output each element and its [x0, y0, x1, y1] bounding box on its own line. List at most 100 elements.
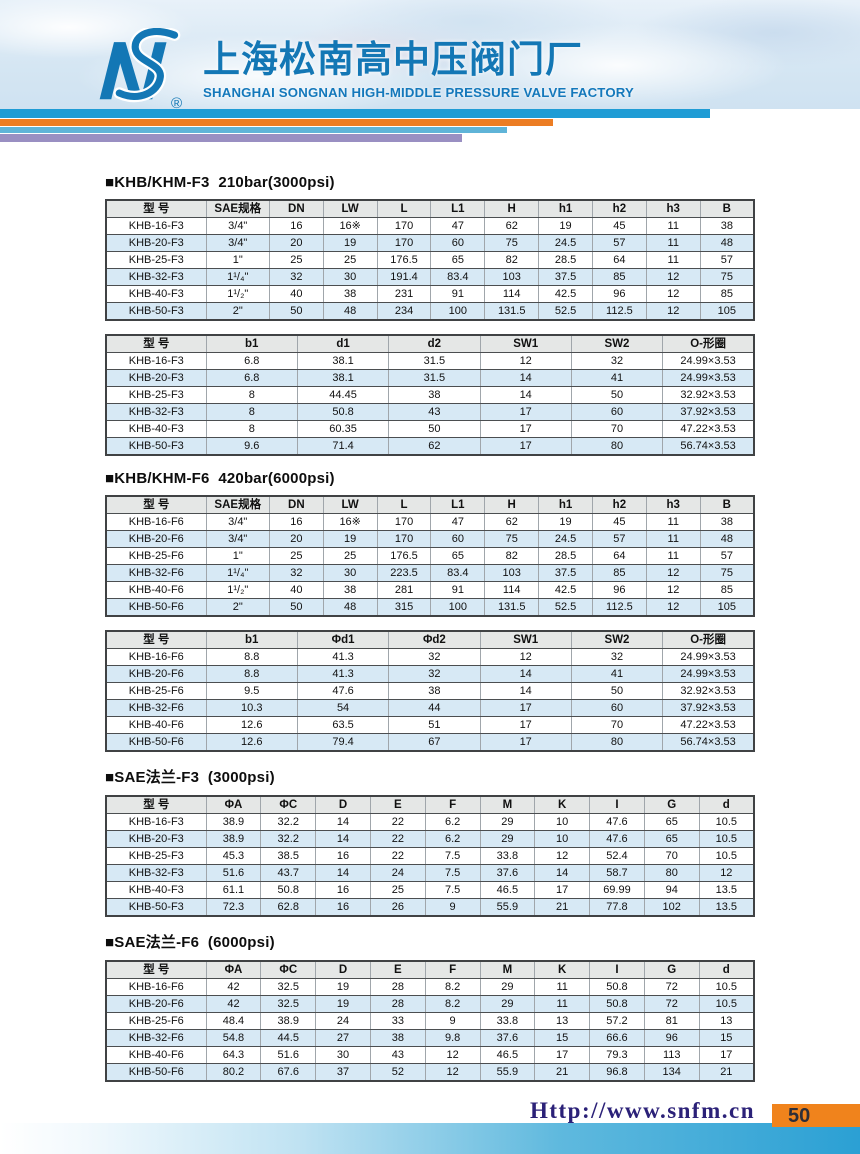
value-cell: 29: [479, 813, 536, 831]
value-cell: 134: [643, 1063, 700, 1082]
value-cell: 38: [322, 581, 378, 599]
value-cell: 6.2: [424, 830, 481, 848]
header-divider-bars: [0, 109, 860, 146]
value-cell: 72.3: [205, 898, 262, 917]
value-cell: 60: [430, 530, 486, 548]
column-header: H: [484, 199, 540, 218]
value-cell: 96: [591, 285, 647, 303]
value-cell: 7.5: [424, 847, 481, 865]
column-header: E: [369, 795, 426, 814]
model-cell: KHB-40-F3: [105, 881, 207, 899]
value-cell: 9: [424, 1012, 481, 1030]
value-cell: 56.74×3.53: [662, 437, 755, 456]
model-cell: KHB-50-F6: [105, 733, 207, 752]
value-cell: 170: [376, 234, 432, 252]
website-url: Http://www.snfm.cn: [529, 1098, 755, 1123]
value-cell: 38: [388, 682, 481, 700]
value-cell: 42: [205, 978, 262, 996]
value-cell: 24.5: [538, 530, 593, 548]
catalog-content: ■KHB/KHM-F3 210bar(3000psi) 型 号 SAE规格 DN LW…: [0, 174, 755, 1082]
value-cell: 85: [699, 581, 755, 599]
value-cell: 114: [484, 581, 540, 599]
column-header: L1: [430, 495, 486, 514]
value-cell: 2": [205, 302, 270, 321]
value-cell: 11: [645, 234, 701, 252]
value-cell: 80.2: [205, 1063, 262, 1082]
value-cell: 12: [645, 598, 701, 617]
column-header: I: [589, 960, 645, 979]
value-cell: 114: [484, 285, 540, 303]
value-cell: 12: [645, 581, 701, 599]
value-cell: 10: [534, 830, 591, 848]
value-cell: 3/4": [205, 234, 270, 252]
value-cell: 20: [268, 530, 324, 548]
value-cell: 48.4: [205, 1012, 262, 1030]
value-cell: 85: [699, 285, 755, 303]
value-cell: 100: [430, 598, 486, 617]
value-cell: 38: [699, 513, 755, 531]
value-cell: 3/4": [205, 217, 270, 235]
value-cell: 29: [479, 978, 536, 996]
value-cell: 79.4: [296, 733, 390, 752]
value-cell: 47.6: [296, 682, 390, 700]
model-cell: KHB-25-F3: [105, 386, 207, 404]
value-cell: 33.8: [479, 847, 536, 865]
value-cell: 12: [534, 847, 591, 865]
value-cell: 281: [376, 581, 432, 599]
value-cell: 60: [430, 234, 486, 252]
value-cell: 22: [369, 813, 426, 831]
value-cell: 19: [538, 513, 593, 531]
value-cell: 50: [570, 386, 664, 404]
value-cell: 66.6: [589, 1029, 645, 1047]
value-cell: 16: [268, 217, 324, 235]
value-cell: 30: [315, 1046, 371, 1064]
value-cell: 52.5: [538, 302, 593, 321]
value-cell: 40: [268, 581, 324, 599]
value-cell: 43: [369, 1046, 426, 1064]
value-cell: 41.3: [296, 648, 390, 666]
column-header: d2: [388, 334, 481, 353]
column-header: LW: [322, 495, 378, 514]
value-cell: 25: [322, 547, 378, 565]
value-cell: 32.2: [260, 813, 317, 831]
column-header: LW: [322, 199, 378, 218]
value-cell: 21: [534, 898, 591, 917]
value-cell: 26: [369, 898, 426, 917]
value-cell: 64: [591, 547, 647, 565]
column-header: M: [479, 795, 536, 814]
value-cell: 62.8: [260, 898, 317, 917]
value-cell: 1¹/₄": [205, 564, 270, 582]
value-cell: 8: [205, 403, 298, 421]
column-header: E: [369, 960, 426, 979]
model-cell: KHB-40-F6: [105, 581, 207, 599]
table-row: KHB-25-F3 8 44.45 38 14 50 32.92×3.53: [105, 386, 755, 404]
table-row: KHB-50-F6 2" 50 48 315 100 131.5 52.5 112.5 12 105: [105, 598, 755, 617]
value-cell: 45.3: [205, 847, 262, 865]
column-header: H: [484, 495, 540, 514]
value-cell: 16: [315, 898, 371, 917]
table-row: KHB-25-F6 9.5 47.6 38 14 50 32.92×3.53: [105, 682, 755, 700]
table-header-row: 型 号 b1 d1 d2 SW1 SW2 O-形圈: [105, 334, 755, 353]
value-cell: 48: [322, 302, 378, 321]
value-cell: 22: [369, 847, 426, 865]
table-row: KHB-25-F6 1" 25 25 176.5 65 82 28.5 64 11 57: [105, 547, 755, 565]
value-cell: 64: [591, 251, 647, 269]
value-cell: 65: [643, 813, 700, 831]
khb-f3-details-table: 型 号 b1 d1 d2 SW1 SW2 O-形圈 KHB-16-F3 6.8 38.1 31.5 1…: [105, 334, 755, 456]
table-row: KHB-40-F6 64.3 51.6 30 43 12 46.5 17 79.3 113 17: [105, 1046, 755, 1064]
table-row: KHB-50-F3 9.6 71.4 62 17 80 56.74×3.53: [105, 437, 755, 456]
value-cell: 10: [534, 813, 591, 831]
table-row: KHB-40-F3 61.1 50.8 16 25 7.5 46.5 17 69.99 94 13.…: [105, 881, 755, 899]
value-cell: 38: [322, 285, 378, 303]
value-cell: 8.2: [424, 978, 481, 996]
value-cell: 231: [376, 285, 432, 303]
value-cell: 24.99×3.53: [662, 648, 755, 666]
model-cell: KHB-40-F3: [105, 285, 207, 303]
value-cell: 11: [645, 513, 701, 531]
value-cell: 12: [479, 352, 572, 370]
model-cell: KHB-16-F6: [105, 513, 207, 531]
value-cell: 63.5: [296, 716, 390, 734]
value-cell: 75: [484, 530, 540, 548]
value-cell: 14: [315, 864, 371, 882]
